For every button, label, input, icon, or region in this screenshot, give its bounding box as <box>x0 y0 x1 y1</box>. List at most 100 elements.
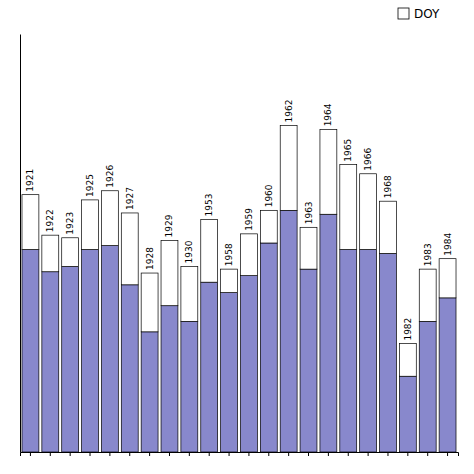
bar <box>280 210 297 452</box>
x-tick-mark <box>30 452 31 456</box>
x-tick <box>447 452 448 456</box>
bar <box>82 250 99 452</box>
x-tick-mark <box>169 452 170 456</box>
series-bars <box>22 125 456 376</box>
category-label: 1964 <box>323 103 333 126</box>
bar <box>62 238 79 267</box>
bar <box>439 298 456 452</box>
bar <box>260 210 277 243</box>
category-label: 1926 <box>105 165 115 188</box>
y-axis-line <box>20 35 21 453</box>
category-label: 1982 <box>403 318 413 341</box>
bar <box>161 240 178 305</box>
bar <box>399 344 416 377</box>
bar <box>221 293 238 452</box>
x-tick <box>387 452 388 456</box>
x-tick <box>268 452 269 456</box>
bar <box>22 195 39 250</box>
bar <box>181 321 198 452</box>
bar <box>320 129 337 214</box>
x-tick-mark <box>229 452 230 456</box>
x-tick-mark <box>368 452 369 456</box>
bar <box>22 250 39 452</box>
category-label: 1928 <box>145 247 155 270</box>
category-label: 1958 <box>224 243 234 266</box>
bar <box>121 285 138 452</box>
legend-item: DOY <box>398 7 440 21</box>
bar <box>221 269 238 293</box>
bar <box>340 250 357 452</box>
category-labels: 1921192219231925192619271928192919301953… <box>25 100 452 341</box>
x-tick <box>248 452 249 456</box>
bar <box>260 243 277 452</box>
x-tick-mark <box>288 452 289 456</box>
x-tick <box>129 452 130 456</box>
bar <box>201 219 218 282</box>
bar <box>240 276 257 452</box>
x-tick-mark <box>328 452 329 456</box>
x-tick <box>407 452 408 456</box>
bar <box>42 272 59 452</box>
bar <box>280 125 297 210</box>
x-tick <box>169 452 170 456</box>
x-tick-mark <box>109 452 110 456</box>
category-label: 1959 <box>244 208 254 231</box>
category-label: 1984 <box>443 232 453 255</box>
bar <box>201 282 218 452</box>
x-tick-mark <box>407 452 408 456</box>
category-label: 1966 <box>363 148 373 171</box>
plot: 1921192219231925192619271928192919301953… <box>21 35 459 457</box>
x-tick <box>30 452 31 456</box>
bar <box>101 246 118 452</box>
bar <box>181 267 198 322</box>
bar <box>101 191 118 246</box>
bar <box>42 235 59 272</box>
x-axis <box>21 452 459 456</box>
category-label: 1968 <box>383 175 393 198</box>
chart: 1921192219231925192619271928192919301953… <box>0 0 474 474</box>
category-label: 1962 <box>284 100 294 123</box>
category-label: 1923 <box>65 212 75 235</box>
x-tick <box>189 452 190 456</box>
x-tick-mark <box>90 452 91 456</box>
bar <box>380 253 397 452</box>
x-tick-mark <box>50 452 51 456</box>
bar <box>340 165 357 250</box>
category-label: 1983 <box>423 243 433 266</box>
x-tick <box>209 452 210 456</box>
x-tick-mark <box>248 452 249 456</box>
bar <box>300 227 317 269</box>
bar <box>360 174 377 250</box>
bar <box>360 250 377 452</box>
legend: DOY <box>398 7 440 21</box>
x-tick-mark <box>189 452 190 456</box>
x-tick-mark <box>209 452 210 456</box>
x-axis-line <box>21 453 459 457</box>
legend-swatch <box>398 8 409 19</box>
bar <box>121 213 138 285</box>
category-label: 1953 <box>204 194 214 217</box>
category-label: 1925 <box>85 174 95 197</box>
bar <box>399 376 416 452</box>
category-label: 1927 <box>125 187 135 210</box>
x-tick-mark <box>268 452 269 456</box>
category-label: 1960 <box>264 184 274 207</box>
bar <box>141 273 158 332</box>
legend-label: DOY <box>414 7 440 21</box>
x-tick <box>328 452 329 456</box>
bar <box>419 269 436 321</box>
x-tick <box>368 452 369 456</box>
category-label: 1921 <box>25 169 35 192</box>
category-label: 1963 <box>304 201 314 224</box>
y-axis <box>20 35 21 453</box>
bar <box>161 306 178 452</box>
x-tick <box>109 452 110 456</box>
category-label: 1922 <box>45 209 55 232</box>
category-label: 1965 <box>343 139 353 162</box>
bar <box>141 332 158 452</box>
bar <box>240 234 257 276</box>
bar <box>380 201 397 253</box>
x-tick <box>149 452 150 456</box>
x-tick-mark <box>387 452 388 456</box>
bar <box>320 214 337 452</box>
